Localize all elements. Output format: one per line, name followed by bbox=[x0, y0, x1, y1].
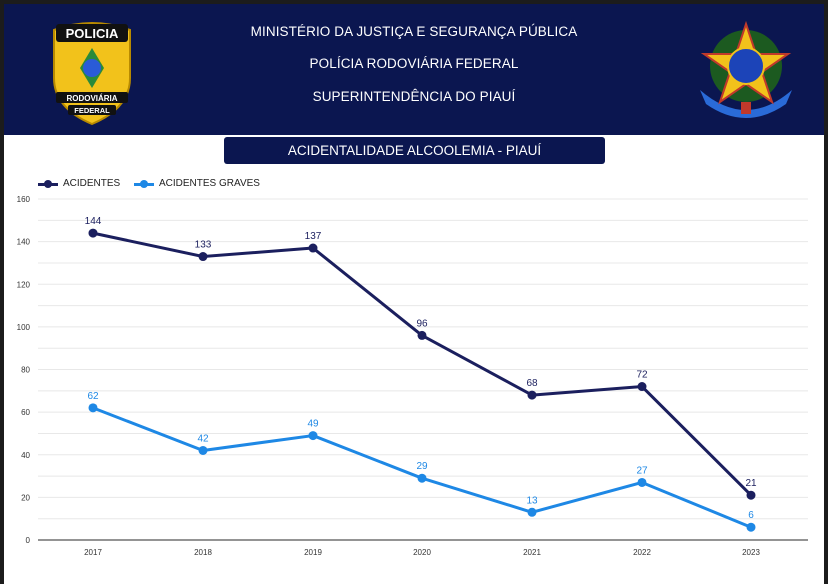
data-point bbox=[527, 390, 537, 400]
legend-label: ACIDENTES bbox=[63, 178, 121, 189]
x-tick-label: 2022 bbox=[633, 548, 651, 557]
header-ministry: MINISTÉRIO DA JUSTIÇA E SEGURANÇA PÚBLIC… bbox=[250, 24, 578, 39]
header-agency: POLÍCIA RODOVIÁRIA FEDERAL bbox=[309, 56, 519, 71]
line-chart: 0 20 40 60 80 100 120 140 160 2017 2018 2019 2020 202… bbox=[17, 195, 808, 557]
data-label: 49 bbox=[307, 419, 319, 430]
data-point bbox=[746, 490, 756, 500]
data-label: 27 bbox=[636, 465, 648, 476]
data-point bbox=[88, 228, 98, 238]
data-point bbox=[198, 252, 208, 262]
data-label: 144 bbox=[85, 216, 102, 227]
legend-item-acidentes[interactable]: ACIDENTES bbox=[38, 178, 120, 189]
data-label: 62 bbox=[87, 391, 99, 402]
data-label: 13 bbox=[526, 495, 538, 506]
data-point bbox=[308, 243, 318, 253]
chart-title: ACIDENTALIDADE ALCOOLEMIA - PIAUÍ bbox=[224, 137, 605, 164]
data-label: 68 bbox=[526, 378, 538, 389]
legend-label: ACIDENTES GRAVES bbox=[159, 178, 260, 189]
header-banner: POLICIA RODOVIÁRIA FEDERAL MINISTÉRIO DA… bbox=[4, 4, 824, 135]
x-tick-label: 2021 bbox=[523, 548, 541, 557]
data-label: 133 bbox=[195, 240, 212, 251]
data-point bbox=[88, 403, 98, 413]
data-point bbox=[308, 431, 318, 441]
badge-text-bottom: FEDERAL bbox=[74, 106, 110, 115]
data-point bbox=[746, 522, 756, 532]
badge-text-mid: RODOVIÁRIA bbox=[66, 94, 117, 103]
data-point bbox=[637, 477, 647, 487]
data-label: 29 bbox=[416, 461, 428, 472]
y-tick-label: 0 bbox=[26, 536, 31, 545]
y-tick-label: 140 bbox=[17, 238, 31, 247]
data-point bbox=[527, 507, 537, 517]
y-tick-label: 20 bbox=[21, 493, 30, 502]
data-label: 6 bbox=[748, 510, 754, 521]
legend-marker-icon bbox=[134, 179, 154, 189]
data-point bbox=[417, 473, 427, 483]
data-point bbox=[637, 382, 647, 392]
data-label: 72 bbox=[636, 370, 648, 381]
x-tick-label: 2019 bbox=[304, 548, 322, 557]
legend-marker-icon bbox=[38, 179, 58, 189]
x-tick-label: 2017 bbox=[84, 548, 102, 557]
y-tick-label: 120 bbox=[17, 280, 31, 289]
x-tick-label: 2018 bbox=[194, 548, 212, 557]
data-point bbox=[198, 445, 208, 455]
y-tick-label: 40 bbox=[21, 451, 30, 460]
x-tick-label: 2023 bbox=[742, 548, 760, 557]
series-line-acidentes bbox=[92, 231, 753, 497]
coat-of-arms-logo bbox=[700, 20, 792, 118]
data-label: 42 bbox=[197, 433, 209, 444]
badge-text-top: POLICIA bbox=[66, 26, 119, 41]
data-label: 137 bbox=[305, 231, 322, 242]
y-tick-label: 60 bbox=[21, 408, 30, 417]
data-label: 96 bbox=[416, 318, 428, 329]
y-tick-label: 100 bbox=[17, 323, 31, 332]
prf-badge-logo: POLICIA RODOVIÁRIA FEDERAL bbox=[53, 22, 131, 126]
x-tick-label: 2020 bbox=[413, 548, 431, 557]
y-tick-label: 160 bbox=[17, 195, 31, 204]
legend-item-graves[interactable]: ACIDENTES GRAVES bbox=[134, 178, 260, 189]
data-label: 21 bbox=[745, 478, 757, 489]
y-tick-label: 80 bbox=[21, 366, 30, 375]
data-point bbox=[417, 330, 427, 340]
page: POLICIA RODOVIÁRIA FEDERAL MINISTÉRIO DA… bbox=[4, 4, 824, 584]
header-superintendency: SUPERINTENDÊNCIA DO PIAUÍ bbox=[312, 89, 516, 104]
